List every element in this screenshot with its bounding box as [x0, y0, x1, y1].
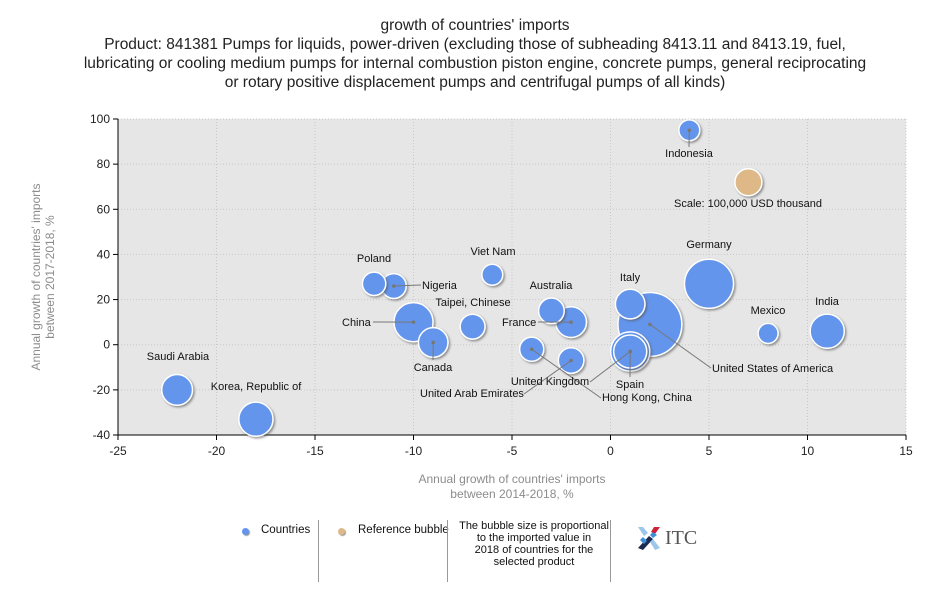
leader-dot-france	[569, 320, 573, 324]
label-taipei-chinese: Taipei, Chinese	[435, 297, 510, 309]
reference-dot-icon	[338, 528, 345, 535]
leader-dot-united-arab-emirates	[569, 358, 573, 363]
label-united-arab-emirates: United Arab Emirates	[420, 388, 524, 400]
legend-divider	[447, 520, 448, 582]
x-tick-label: -25	[109, 444, 127, 458]
plot-area	[118, 119, 906, 435]
y-tick-label: 80	[97, 157, 111, 171]
x-axis-title-line-1: Annual growth of countries' imports	[418, 472, 605, 486]
label-united-kingdom: United Kingdom	[511, 376, 589, 388]
label-france: France	[502, 317, 536, 329]
x-tick-label: -15	[306, 444, 324, 458]
note-line: selected product	[493, 556, 575, 568]
leader-dot-china	[411, 320, 416, 324]
leader-line-nigeria	[393, 284, 422, 287]
y-tick-label: 0	[103, 338, 110, 352]
leader-dot-canada	[431, 340, 436, 345]
note-line: The bubble size is proportional	[459, 520, 609, 532]
chart-title: growth of countries' imports	[380, 17, 570, 34]
label-united-states-of-america: United States of America	[712, 363, 834, 375]
label-korea-republic-of: Korea, Republic of	[211, 381, 302, 393]
label-spain: Spain	[616, 379, 644, 391]
label-poland: Poland	[357, 253, 391, 265]
chart-title-block: growth of countries' imports Product: 84…	[0, 16, 950, 92]
itc-logo-text: ITC	[665, 527, 698, 549]
leader-dot-indonesia	[687, 128, 692, 133]
leader-dot-hong-kong-china	[529, 347, 534, 352]
x-tick-label: -10	[405, 444, 423, 458]
label-saudi-arabia: Saudi Arabia	[147, 351, 210, 363]
x-axis-title-line-2: between 2014-2018, %	[450, 487, 574, 501]
legend-item-countries[interactable]: Countries	[228, 520, 316, 582]
y-tick-label: -20	[93, 383, 111, 397]
leader-line-hong-kong-china	[531, 348, 602, 399]
y-tick-label: 60	[97, 202, 111, 216]
y-tick-label: -40	[93, 428, 111, 442]
label-nigeria: Nigeria	[422, 280, 458, 292]
label-germany: Germany	[686, 239, 732, 251]
label-italy: Italy	[620, 272, 641, 284]
label-canada: Canada	[414, 362, 453, 374]
label-australia: Australia	[530, 280, 574, 292]
x-tick-label: 5	[706, 444, 713, 458]
chart-subtitle-line-2: lubricating or cooling medium pumps for …	[83, 55, 867, 72]
x-tick-label: 10	[801, 444, 815, 458]
leader-dot-united-states-of-america	[648, 322, 652, 327]
legend-label-countries: Countries	[261, 524, 311, 536]
tick-labels: -25 -20 -15 -10 -5 0 5 10 15 -40 -20 0 20 40 60 80 100	[90, 112, 913, 458]
bubble-taipei-chinese	[459, 313, 486, 340]
x-tick-label: 15	[899, 444, 913, 458]
label-scale-100-000-usd-thousand: Scale: 100,000 USD thousand	[674, 198, 822, 210]
y-tick-label: 40	[97, 247, 111, 261]
label-china: China	[342, 317, 372, 329]
bubble-viet-nam	[481, 263, 504, 286]
leader-dot-nigeria	[392, 284, 396, 288]
x-tick-label: -5	[507, 444, 518, 458]
chart-subtitle-line-3: or rotary positive displacement pumps an…	[224, 74, 726, 91]
label-hong-kong-china: Hong Kong, China	[602, 392, 693, 404]
bubble-australia	[537, 297, 565, 325]
leader-line-united-states-of-america	[649, 323, 712, 369]
label-viet-nam: Viet Nam	[470, 246, 515, 258]
leader-dot-spain	[628, 349, 632, 354]
note-line: to the imported value in	[476, 532, 592, 544]
countries-dot-icon	[242, 528, 249, 535]
y-tick-label: 100	[90, 112, 110, 126]
label-india: India	[815, 296, 840, 308]
y-axis-title-line-1: Annual growth of countries' imports	[29, 183, 43, 370]
leader-line-united-arab-emirates	[523, 360, 572, 395]
bubble-korea-republic-of	[238, 401, 274, 438]
bubble-india	[809, 313, 846, 349]
legend-divider	[318, 520, 319, 582]
bubble-poland	[361, 271, 387, 297]
x-tick-label: -20	[208, 444, 226, 458]
legend-label-reference: Reference bubble	[358, 524, 449, 536]
bubble-saudi-arabia	[160, 373, 194, 406]
label-indonesia: Indonesia	[665, 148, 714, 160]
x-tick-label: 0	[607, 444, 614, 458]
legend-item-reference[interactable]: Reference bubble	[320, 520, 450, 582]
bubble-size-note: The bubble size is proportional to the i…	[454, 520, 614, 568]
chart-subtitle-line-1: Product: 841381 Pumps for liquids, power…	[104, 36, 846, 53]
bubble-scale-100-000-usd-thousand	[734, 167, 763, 197]
y-axis-title-line-2: between 2017-2018, %	[43, 215, 57, 339]
leader-line-united-kingdom	[589, 351, 631, 383]
itc-logo-icon	[638, 527, 660, 550]
bubble-italy	[614, 288, 646, 320]
bubble-labels: Indonesia Germany United States of America…	[147, 148, 840, 404]
bubble-mexico	[757, 322, 779, 345]
bubble-germany	[683, 258, 735, 310]
note-line: 2018 of countries for the	[474, 544, 594, 556]
gridlines	[118, 118, 907, 435]
label-mexico: Mexico	[751, 305, 786, 317]
itc-logo: ITC	[635, 524, 705, 552]
leader-lines	[372, 128, 712, 399]
y-tick-label: 20	[97, 293, 111, 307]
legend-divider	[610, 520, 611, 582]
